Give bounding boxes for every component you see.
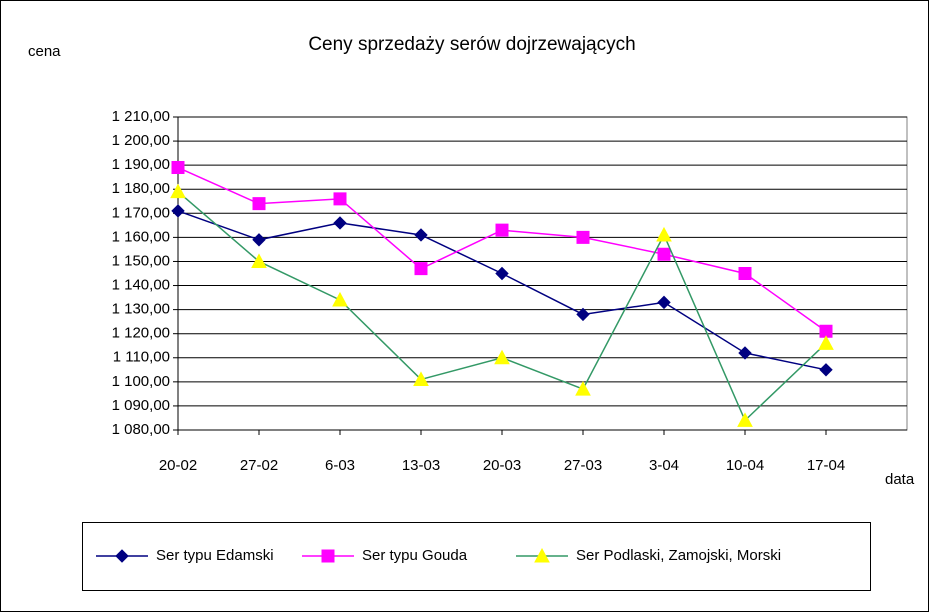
x-tick-label: 27-02 xyxy=(240,457,278,474)
legend-marker xyxy=(115,549,129,563)
x-tick-label: 27-03 xyxy=(564,457,602,474)
data-point xyxy=(819,363,833,377)
data-point xyxy=(170,183,186,199)
data-point xyxy=(818,335,834,350)
data-point xyxy=(495,223,509,237)
data-point xyxy=(332,291,348,307)
data-point xyxy=(737,412,753,427)
data-point xyxy=(495,266,509,281)
data-point xyxy=(656,226,672,242)
data-point xyxy=(575,381,591,396)
data-point xyxy=(414,228,428,242)
x-tick-label: 20-02 xyxy=(159,457,197,474)
y-tick-label: 1 170,00 xyxy=(112,204,170,221)
y-tick-label: 1 160,00 xyxy=(112,228,170,245)
data-point xyxy=(414,262,428,276)
y-tick-label: 1 150,00 xyxy=(112,252,170,269)
data-point xyxy=(252,233,266,247)
data-point xyxy=(576,307,590,322)
data-point xyxy=(494,349,510,365)
legend-marker xyxy=(534,547,550,563)
plot-area xyxy=(177,116,908,431)
data-point xyxy=(413,371,429,386)
y-tick-label: 1 190,00 xyxy=(112,156,170,173)
x-tick-label: 13-03 xyxy=(402,457,440,474)
data-point xyxy=(738,267,752,280)
legend-label: Ser Podlaski, Zamojski, Morski xyxy=(576,547,781,564)
legend-label: Ser typu Edamski xyxy=(156,547,274,564)
x-tick-label: 3-04 xyxy=(649,457,679,474)
x-tick-label: 10-04 xyxy=(726,457,764,474)
y-tick-label: 1 140,00 xyxy=(112,277,170,294)
y-tick-label: 1 180,00 xyxy=(112,180,170,197)
y-tick-label: 1 110,00 xyxy=(113,349,170,366)
data-point xyxy=(738,346,752,360)
legend-box xyxy=(82,522,871,591)
data-point xyxy=(657,295,671,310)
data-point xyxy=(252,197,266,211)
x-tick-label: 6-03 xyxy=(325,457,355,474)
x-tick-label: 17-04 xyxy=(807,457,845,474)
data-point xyxy=(251,253,267,268)
y-tick-label: 1 090,00 xyxy=(112,397,170,414)
data-point xyxy=(819,324,833,338)
x-tick-label: 20-03 xyxy=(483,457,521,474)
legend-marker xyxy=(321,549,335,563)
data-point xyxy=(657,247,671,261)
legend-label: Ser typu Gouda xyxy=(362,547,468,564)
data-point xyxy=(333,216,347,230)
y-axis-label: cena xyxy=(28,43,61,60)
y-tick-label: 1 200,00 xyxy=(112,132,170,149)
y-tick-label: 1 080,00 xyxy=(112,421,170,438)
y-tick-label: 1 210,00 xyxy=(112,108,170,125)
chart-title: Ceny sprzedaży serów dojrzewających xyxy=(308,34,635,55)
x-axis-label: data xyxy=(885,471,915,488)
y-tick-label: 1 120,00 xyxy=(112,325,170,342)
data-point xyxy=(576,230,590,244)
data-point xyxy=(333,192,347,206)
y-tick-label: 1 100,00 xyxy=(112,373,170,390)
data-point xyxy=(171,204,185,218)
data-point xyxy=(171,161,185,175)
y-tick-label: 1 130,00 xyxy=(112,301,170,318)
